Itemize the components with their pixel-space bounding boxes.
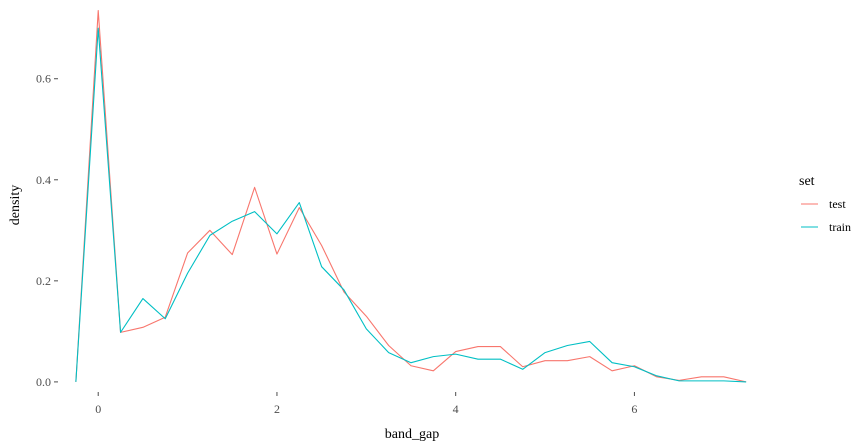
x-tick-label: 2 [274, 402, 280, 416]
legend-items: test train [801, 197, 851, 234]
y-tick-label: 0.4 [36, 173, 51, 187]
legend-label-train: train [829, 220, 851, 234]
series-line-train [75, 27, 747, 383]
x-tick-label: 6 [631, 402, 637, 416]
plot-area [75, 9, 747, 383]
y-tick-label: 0.6 [36, 72, 51, 86]
y-tick-label: 0.2 [36, 274, 51, 288]
x-tick-label: 0 [95, 402, 101, 416]
legend-title: set [799, 174, 815, 189]
y-tick-label: 0.0 [36, 375, 51, 389]
y-axis-title: density [8, 185, 23, 225]
series-line-test [75, 9, 747, 383]
legend-label-test: test [829, 197, 846, 211]
x-tick-label: 4 [453, 402, 459, 416]
x-axis-title: band_gap [385, 427, 439, 442]
legend-item-test: test [801, 197, 846, 211]
legend: set test train [799, 174, 851, 234]
legend-item-train: train [801, 220, 851, 234]
axes: 0.0 0.2 0.4 0.6 0 2 4 6 [36, 72, 637, 416]
